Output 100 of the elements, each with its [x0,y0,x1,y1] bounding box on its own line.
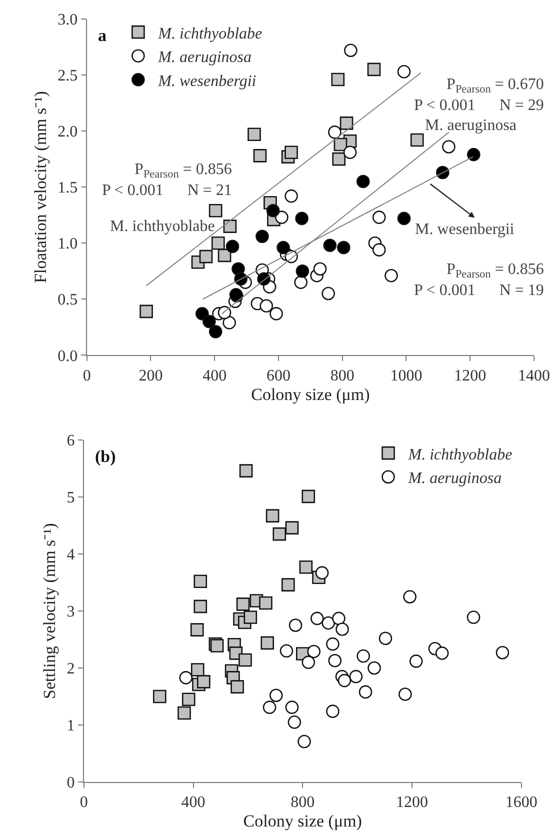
point [410,133,424,147]
point [372,210,386,224]
point [194,600,208,614]
legend-label: M. ichthyoblabe [407,446,512,464]
point [211,236,225,250]
annotation: P$_{Pearson}$ = 0.856 P < 0.001 N = 21 [102,161,232,199]
point [299,560,313,574]
x-tick-label: 1200 [396,794,428,812]
point [248,128,261,142]
chart-title: (b) [95,447,116,466]
point [276,240,290,254]
point [223,220,237,233]
point [372,243,386,256]
x-tick-label: 400 [181,794,206,812]
point [256,230,269,244]
annotation: M. ichthyoblabe [110,218,215,235]
point [226,240,240,254]
point [326,637,340,651]
annotation: P$_{Pearson}$ = 0.856 P < 0.001 N = 19 [414,261,544,299]
point [328,654,342,668]
point [236,598,250,611]
point [322,286,335,300]
point [302,656,316,669]
point [323,238,337,252]
point [272,527,286,541]
point [313,262,327,276]
annotation: P$_{Pearson}$ = 0.670 P < 0.001 N = 29 [414,76,544,114]
point [266,204,280,218]
point [368,661,381,675]
point [295,212,308,226]
y-axis-title: Settling velocity (mm s⁻¹) [40,523,60,699]
point [496,646,510,660]
point [298,734,311,748]
point [281,578,295,592]
point [288,618,302,632]
point [302,490,316,504]
point [344,44,358,58]
point [378,632,392,646]
point [218,306,232,320]
point [260,636,274,650]
point [238,653,252,667]
x-tick-label: 1400 [518,367,550,384]
point [194,574,208,588]
x-axis-title: Colony size (μm) [251,384,370,404]
x-tick-label: 1600 [505,794,538,812]
point [178,706,191,720]
legend-label: M. ichthyoblabe [157,25,262,42]
x-axis-title: Colony size (μm) [243,812,362,831]
point [284,146,298,159]
point [239,464,253,478]
point [196,307,209,320]
point [140,304,153,318]
x-tick-label: 1000 [390,367,422,384]
x-tick-label: 400 [202,367,227,384]
point [260,299,274,312]
point [397,212,411,226]
point [262,700,276,714]
point [230,680,244,694]
x-tick-label: 1200 [454,367,486,384]
point [367,62,381,76]
y-tick-label: 6 [66,432,75,450]
y-tick-label: 5 [66,490,75,507]
x-tick-label: 200 [138,367,163,384]
point [337,240,350,254]
point [409,654,423,668]
chart-title: a [98,26,107,45]
point [435,646,449,660]
point [190,663,204,676]
point [340,116,354,130]
legend-label: M. aeruginosa [157,49,252,66]
y-tick-label: 3.0 [58,12,78,29]
point [356,649,370,663]
point [285,521,299,534]
point [331,72,345,86]
point [280,644,294,658]
point [403,590,416,604]
y-tick-label: 1.5 [58,180,78,197]
point [152,690,166,704]
y-axis-title: Floatation velocity (mm s⁻¹) [31,91,50,284]
y-tick-label: 2.5 [58,68,78,85]
point [356,174,370,188]
x-tick-label: 800 [330,367,354,384]
legend-label: M. wesenbergii [157,72,256,90]
x-tick-label: 600 [266,367,290,384]
point [244,610,258,624]
point [199,250,213,264]
point [296,264,310,278]
point [284,189,298,203]
y-tick-label: 2.0 [58,124,78,141]
y-tick-label: 2 [66,660,75,678]
point [182,692,196,706]
point [259,596,272,610]
y-tick-label: 3 [66,604,75,621]
point [398,688,412,701]
point [208,204,222,218]
point [285,700,299,714]
y-tick-label: 0.0 [58,348,78,365]
point [315,566,329,580]
y-tick-label: 4 [66,546,75,564]
point [266,509,280,522]
